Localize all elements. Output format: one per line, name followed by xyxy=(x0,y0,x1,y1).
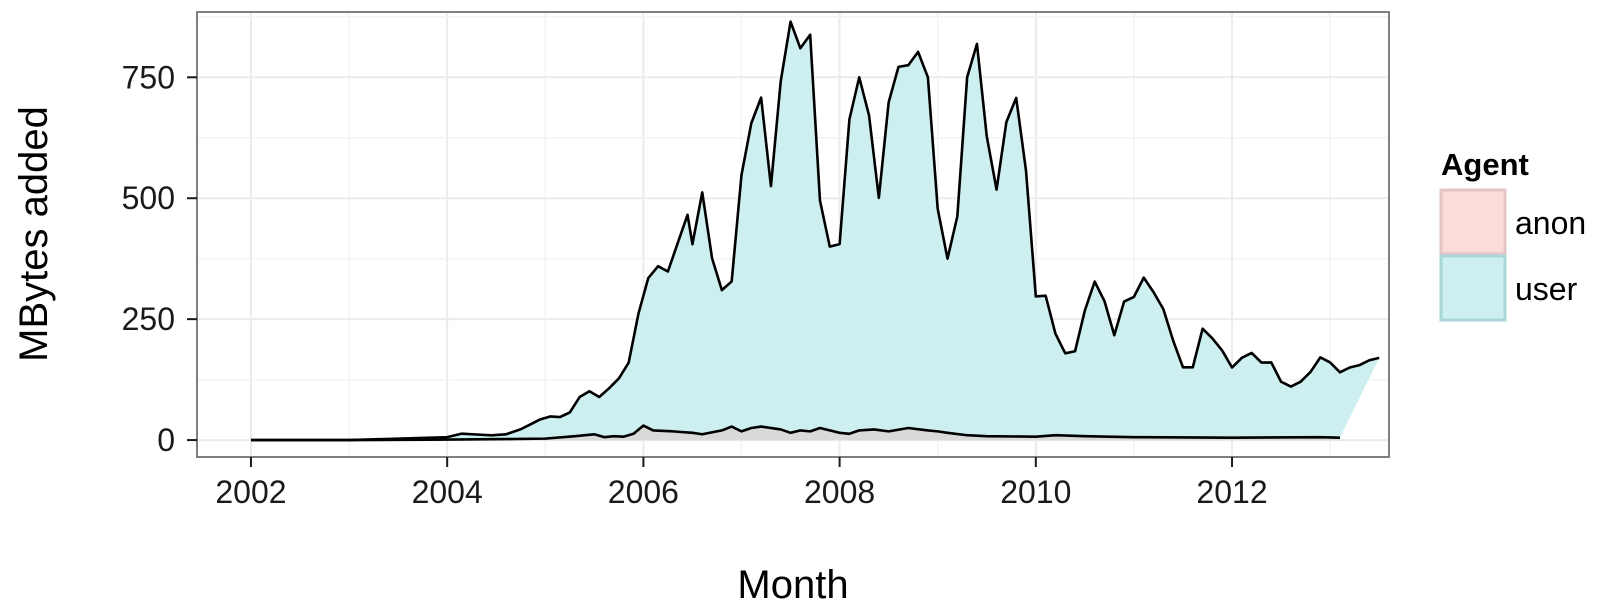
x-tick-label: 2006 xyxy=(608,474,679,510)
x-axis: 2002 2004 2006 2008 2010 2012 xyxy=(215,457,1268,510)
x-tick-label: 2012 xyxy=(1196,474,1267,510)
y-tick-label: 750 xyxy=(122,59,175,95)
x-tick-label: 2004 xyxy=(412,474,483,510)
legend-label-user: user xyxy=(1515,271,1578,307)
y-tick-label: 0 xyxy=(157,422,175,458)
x-tick-label: 2002 xyxy=(215,474,286,510)
plot-panel-border xyxy=(196,11,1390,458)
line-user xyxy=(250,20,1380,442)
x-tick-label: 2010 xyxy=(1000,474,1071,510)
x-tick-label: 2008 xyxy=(804,474,875,510)
legend-label-anon: anon xyxy=(1515,205,1586,241)
line-anon xyxy=(250,424,1340,442)
area-user xyxy=(250,21,1380,441)
y-tick-label: 250 xyxy=(122,301,175,337)
legend-key-user xyxy=(1439,254,1507,322)
legend-key-anon xyxy=(1439,188,1507,256)
series-lines xyxy=(250,20,1380,442)
y-tick-label: 500 xyxy=(122,180,175,216)
y-axis: 0 250 500 750 xyxy=(122,59,197,458)
x-axis-title: Month xyxy=(737,563,848,607)
y-axis-title: MBytes added xyxy=(12,106,56,362)
legend: Agent anon user xyxy=(1439,147,1586,322)
legend-title: Agent xyxy=(1441,147,1529,182)
